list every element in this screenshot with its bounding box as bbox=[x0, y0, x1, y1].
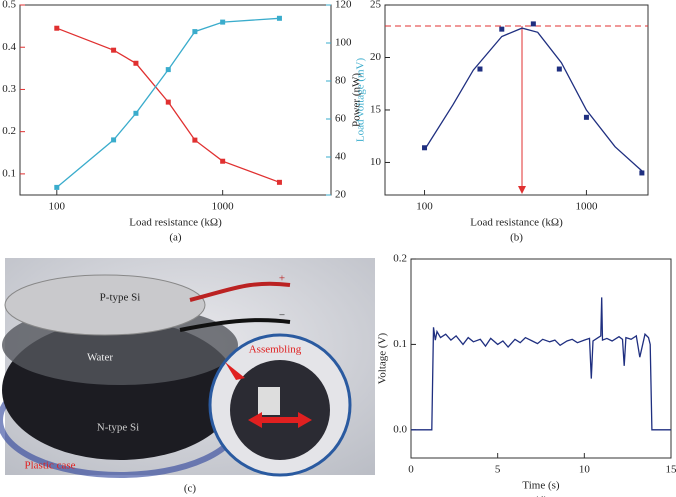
lid bbox=[4, 274, 206, 336]
x-tick-label: 1000 bbox=[575, 201, 598, 213]
photo-label: N-type Si bbox=[97, 422, 139, 434]
marker bbox=[583, 114, 589, 120]
y-tick-label: 20 bbox=[370, 51, 382, 63]
x-axis-label: Load resistance (kΩ) bbox=[470, 217, 563, 229]
y-tick-label: 0.1 bbox=[2, 167, 16, 179]
photo-label: + bbox=[279, 273, 285, 285]
y-axis-label: Voltage (V) bbox=[377, 332, 389, 384]
marker bbox=[165, 99, 171, 105]
photo-label: Plastic case bbox=[24, 460, 75, 472]
marker bbox=[422, 145, 428, 151]
y2-tick-label: 120 bbox=[335, 0, 352, 11]
caption: (d) bbox=[535, 495, 548, 497]
y-tick-label: 25 bbox=[370, 0, 382, 11]
black-wire bbox=[179, 318, 291, 332]
marker bbox=[192, 29, 198, 35]
y2-tick-label: 60 bbox=[335, 113, 347, 125]
y-tick-label: 0.1 bbox=[393, 338, 407, 350]
caption: (a) bbox=[169, 232, 182, 244]
marker bbox=[133, 60, 139, 66]
x-tick-label: 5 bbox=[495, 464, 501, 476]
photo-label: P-type Si bbox=[100, 292, 141, 304]
x-axis-label: Time (s) bbox=[522, 480, 560, 492]
y-tick-label: 0.3 bbox=[2, 83, 16, 95]
reference-arrowhead bbox=[518, 186, 527, 194]
marker bbox=[499, 26, 505, 32]
plot-frame bbox=[19, 4, 332, 196]
caption: (c) bbox=[184, 483, 197, 495]
y2-axis-label: Load voltage (mV) bbox=[355, 58, 367, 143]
marker bbox=[276, 179, 282, 185]
marker bbox=[639, 170, 645, 176]
assembling-arrow bbox=[225, 362, 245, 380]
photo: P-type Si Water Assembling N-type Si Pla… bbox=[0, 258, 375, 478]
y-tick-label: 0.4 bbox=[2, 41, 16, 53]
y2-tick-label: 20 bbox=[335, 189, 347, 201]
marker bbox=[133, 110, 139, 116]
marker bbox=[111, 47, 117, 53]
x-tick-label: 1000 bbox=[212, 201, 235, 213]
series-line bbox=[411, 297, 671, 431]
x-tick-label: 15 bbox=[666, 464, 676, 476]
y2-tick-label: 40 bbox=[335, 151, 347, 163]
y2-tick-label: 100 bbox=[335, 37, 352, 49]
inset-chip bbox=[258, 387, 280, 415]
y-axis-label: Power (nW) bbox=[351, 73, 363, 127]
plot-frame bbox=[384, 4, 649, 196]
series-line bbox=[423, 27, 643, 172]
marker bbox=[477, 66, 483, 72]
y-tick-label: 0.5 bbox=[2, 0, 16, 11]
marker bbox=[54, 184, 60, 190]
y-tick-label: 0.0 bbox=[393, 423, 407, 435]
x-tick-label: 100 bbox=[49, 201, 66, 213]
photo-label: − bbox=[279, 310, 285, 322]
marker bbox=[111, 137, 117, 143]
x-tick-label: 10 bbox=[579, 464, 591, 476]
red-wire bbox=[189, 281, 291, 302]
marker bbox=[220, 158, 226, 164]
marker bbox=[165, 67, 171, 73]
marker bbox=[530, 21, 536, 27]
marker bbox=[192, 137, 198, 143]
x-tick-label: 0 bbox=[408, 464, 414, 476]
marker bbox=[556, 66, 562, 72]
marker bbox=[54, 25, 60, 31]
y-tick-label: 0.2 bbox=[393, 253, 407, 265]
y-tick-label: 0.2 bbox=[2, 125, 16, 137]
x-axis-label: Load resistance (kΩ) bbox=[129, 217, 222, 229]
caption: (b) bbox=[510, 232, 523, 244]
y2-tick-label: 80 bbox=[335, 75, 347, 87]
photo-label: Assembling bbox=[249, 344, 302, 356]
plot-frame bbox=[410, 258, 672, 459]
y-tick-label: 10 bbox=[370, 156, 382, 168]
marker bbox=[220, 19, 226, 25]
x-tick-label: 100 bbox=[416, 201, 433, 213]
photo-label: Water bbox=[87, 352, 113, 364]
marker bbox=[276, 15, 282, 21]
y-tick-label: 15 bbox=[370, 104, 382, 116]
double-arrow-heads bbox=[248, 412, 312, 428]
